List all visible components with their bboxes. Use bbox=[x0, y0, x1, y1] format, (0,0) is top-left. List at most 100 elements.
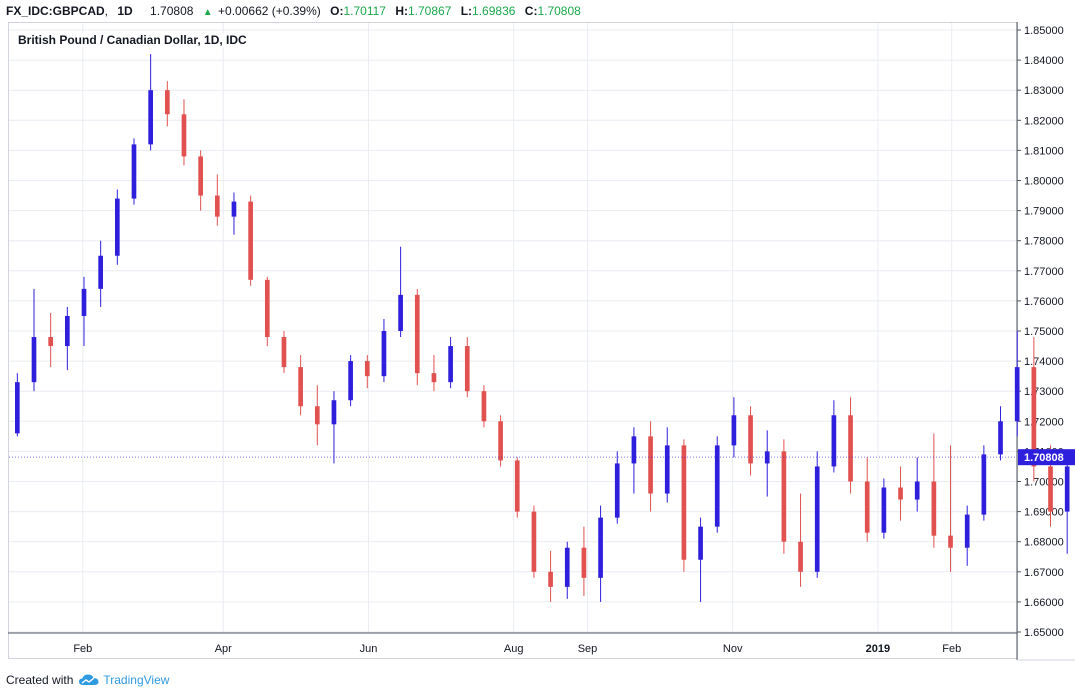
y-tick-label: 1.78000 bbox=[1024, 236, 1064, 248]
y-tick-label: 1.77000 bbox=[1024, 266, 1064, 278]
y-tick-label: 1.70000 bbox=[1024, 477, 1064, 489]
y-tick-label: 1.68000 bbox=[1024, 537, 1064, 549]
candle-body bbox=[648, 436, 653, 494]
close-label: C: bbox=[524, 4, 538, 18]
candle-body bbox=[798, 541, 803, 572]
high-label: H: bbox=[395, 4, 408, 18]
candle-body bbox=[581, 547, 587, 578]
candle-body bbox=[681, 445, 687, 560]
candle-body bbox=[198, 156, 203, 196]
candle-body bbox=[981, 454, 987, 515]
candle-body bbox=[314, 406, 320, 425]
candle-body bbox=[698, 526, 703, 560]
candle-body bbox=[714, 445, 720, 527]
candle-body bbox=[264, 279, 270, 338]
candle-body bbox=[64, 315, 70, 347]
y-tick-label: 1.74000 bbox=[1024, 356, 1064, 368]
candle-body bbox=[114, 198, 120, 256]
interval-label[interactable]: 1D bbox=[117, 4, 133, 18]
candle-body bbox=[281, 337, 287, 368]
candle-body bbox=[531, 511, 537, 572]
y-tick-label: 1.84000 bbox=[1024, 55, 1064, 67]
candle-body bbox=[548, 571, 553, 587]
candle-body bbox=[498, 421, 503, 461]
candle-body bbox=[931, 481, 937, 536]
candle-body bbox=[831, 415, 837, 467]
candle-body bbox=[748, 415, 753, 464]
open-value: 1.70117 bbox=[343, 4, 386, 18]
candle-body bbox=[231, 201, 237, 217]
candle-body bbox=[664, 445, 670, 494]
candle-body bbox=[31, 337, 37, 383]
x-tick-label: Apr bbox=[215, 643, 232, 655]
candle-body bbox=[731, 415, 737, 446]
candle-body bbox=[48, 337, 53, 347]
candle-body bbox=[298, 367, 303, 407]
candle-body bbox=[164, 90, 170, 115]
candle-body bbox=[14, 382, 20, 434]
y-tick-label: 1.72000 bbox=[1024, 416, 1064, 428]
candle-body bbox=[864, 481, 870, 533]
candle-body bbox=[881, 487, 887, 533]
x-tick-label: 2019 bbox=[866, 643, 890, 655]
candle-body bbox=[131, 144, 137, 199]
y-tick-label: 1.79000 bbox=[1024, 206, 1064, 218]
candle-body bbox=[464, 346, 470, 392]
x-tick-label: Jun bbox=[360, 643, 378, 655]
y-tick-label: 1.65000 bbox=[1024, 627, 1064, 639]
y-tick-label: 1.81000 bbox=[1024, 145, 1064, 157]
tradingview-logo[interactable]: TradingView bbox=[78, 670, 169, 690]
candle-body bbox=[331, 400, 337, 425]
y-tick-label: 1.76000 bbox=[1024, 296, 1064, 308]
candle-body bbox=[181, 114, 187, 157]
last-price: 1.70808 bbox=[150, 4, 194, 18]
candle-body bbox=[898, 487, 903, 500]
y-tick-label: 1.83000 bbox=[1024, 85, 1064, 97]
candle-body bbox=[81, 288, 87, 316]
price-chart[interactable]: 1.65000 1.66000 1.67000 1.68000 1.69000 1.700… bbox=[0, 0, 1075, 670]
candle-body bbox=[1031, 367, 1037, 467]
candle-body bbox=[764, 451, 770, 464]
up-arrow-icon: ▲ bbox=[202, 7, 213, 18]
candle-body bbox=[364, 361, 370, 377]
y-tick-label: 1.66000 bbox=[1024, 597, 1064, 609]
candle-body bbox=[781, 451, 787, 542]
candle-body bbox=[448, 346, 453, 383]
candle-body bbox=[598, 517, 603, 578]
last-price-badge bbox=[1018, 449, 1075, 466]
candle-body bbox=[481, 391, 487, 422]
candle-body bbox=[414, 294, 420, 374]
candle-body bbox=[348, 361, 353, 401]
candle-body bbox=[98, 255, 103, 289]
y-tick-label: 1.67000 bbox=[1024, 567, 1064, 579]
x-tick-label: Feb bbox=[942, 643, 961, 655]
y-tick-label: 1.75000 bbox=[1024, 326, 1064, 338]
candle-body bbox=[631, 436, 637, 464]
symbol-header: FX_IDC:GBPCAD, 1D 1.70808 ▲ +0.00662 (+0… bbox=[0, 0, 1075, 22]
created-with-text: Created with bbox=[6, 673, 74, 687]
candle-body bbox=[398, 294, 403, 331]
candle-body bbox=[948, 535, 953, 548]
candle-body bbox=[1014, 367, 1020, 422]
candle-body bbox=[848, 415, 853, 482]
candle-body bbox=[564, 547, 570, 587]
candle-body bbox=[381, 331, 387, 377]
symbol-name[interactable]: FX_IDC:GBPCAD bbox=[6, 4, 105, 18]
candle-body bbox=[1064, 466, 1070, 512]
y-tick-label: 1.85000 bbox=[1024, 25, 1064, 37]
candle-body bbox=[148, 90, 153, 145]
x-tick-label: Feb bbox=[73, 643, 92, 655]
y-tick-label: 1.80000 bbox=[1024, 176, 1064, 188]
low-label: L: bbox=[460, 4, 473, 18]
price-change: +0.00662 (+0.39%) bbox=[218, 4, 321, 18]
y-tick-label: 1.69000 bbox=[1024, 507, 1064, 519]
candle-body bbox=[998, 421, 1003, 455]
candle-body bbox=[814, 466, 820, 572]
candle-body bbox=[1048, 466, 1053, 512]
x-tick-label: Nov bbox=[723, 643, 743, 655]
tradingview-brand: TradingView bbox=[103, 673, 170, 687]
candle-body bbox=[214, 195, 220, 217]
x-tick-label: Sep bbox=[578, 643, 598, 655]
last-price-label: 1.70808 bbox=[1024, 452, 1064, 464]
x-tick-label: Aug bbox=[504, 643, 524, 655]
